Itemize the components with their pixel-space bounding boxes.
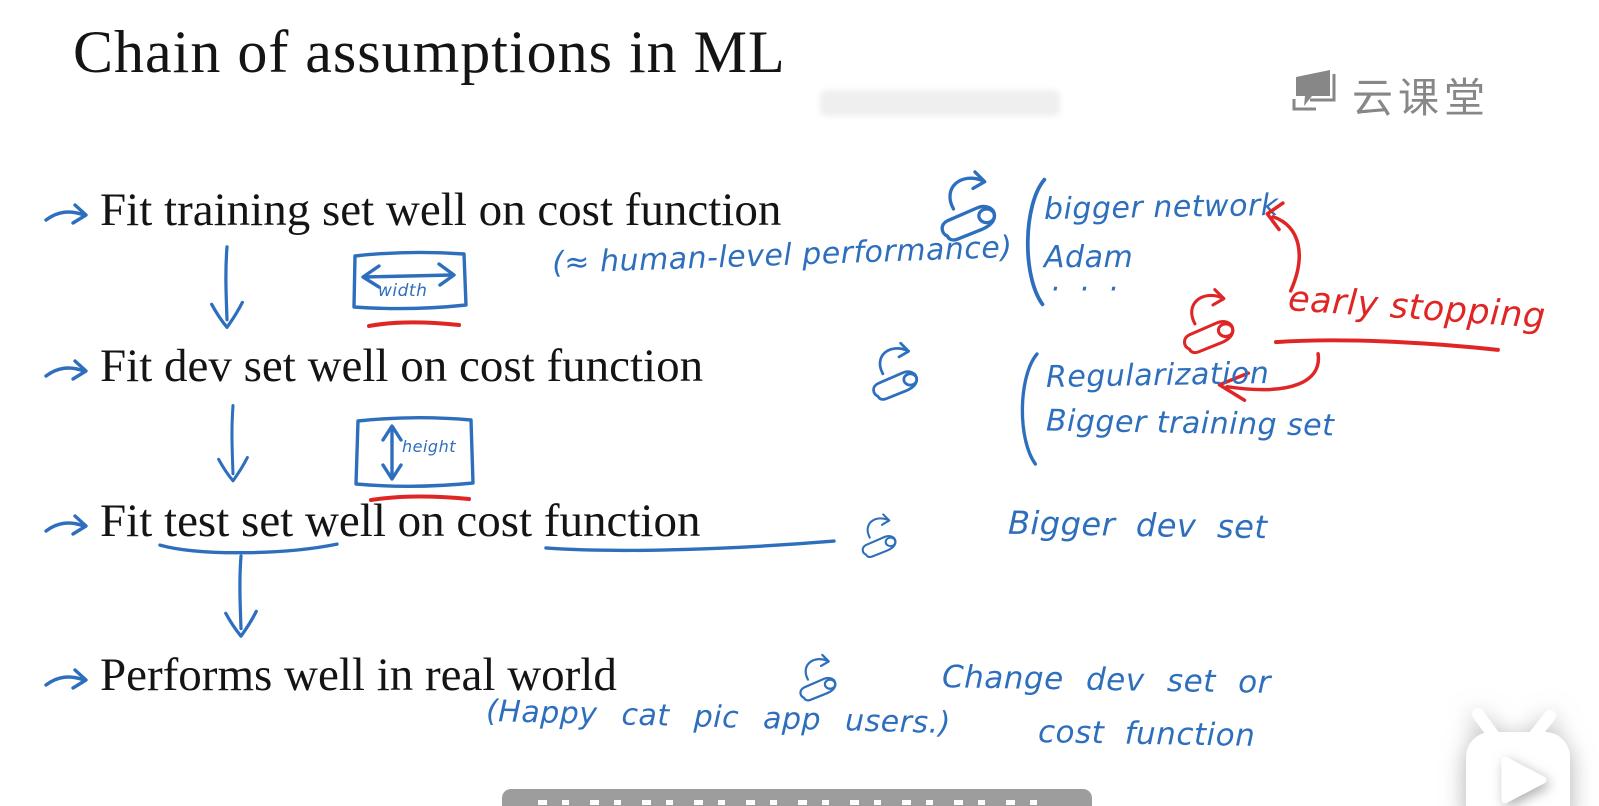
red-underline-width [367,320,461,328]
down-arrow-icon [210,245,244,329]
faded-watermark-smudge [820,90,1060,116]
tuning-knob-icon [799,653,837,702]
red-underline-height [369,494,471,502]
watermark-text: 云课堂 [1352,74,1490,122]
note-regularization: Regularization [1045,356,1270,395]
chain-item-test: Fit test set well on cost function [100,495,701,547]
red-curved-arrow-left-icon [1217,352,1321,402]
note-change-dev-set: Change dev set or [941,659,1272,701]
right-arrow-icon [44,514,88,536]
down-arrow-icon [217,404,249,483]
height-box-outline-icon [354,416,475,488]
red-curved-arrow-up-icon [1265,201,1301,293]
yunketang-logo-icon [1292,70,1336,111]
width-label: width [378,281,428,301]
page-title: Chain of assumptions in ML [73,19,786,85]
watermark: 云课堂 [1286,64,1490,124]
height-label: height [402,437,456,456]
chain-item-real-world: Performs well in real world [100,649,617,701]
red-underline-early-stopping [1273,338,1500,352]
chain-item-train: Fit training set well on cost function [100,184,782,236]
tv-play-icon[interactable] [1442,698,1598,806]
note-change-cost-function: cost function [1037,714,1256,754]
height-box-sketch: height [350,413,478,491]
tuning-knob-icon [861,513,897,559]
right-arrow-icon [44,203,88,225]
bracket-icon [1020,352,1039,466]
chain-item-dev: Fit dev set well on cost function [100,340,704,392]
note-bigger-dev-set: Bigger dev set [1007,503,1268,547]
width-box-outline-icon [352,250,468,311]
blue-underline-test-set [158,542,339,555]
play-triangle-icon [1501,756,1547,804]
down-arrow-icon [224,554,258,638]
width-box-sketch: width [348,247,470,313]
note-happy-users: (Happy cat pic app users.) [485,693,952,742]
blue-underline-cost-function [544,539,836,553]
subtitle-bar [502,789,1092,806]
right-arrow-icon [44,668,88,690]
note-ellipsis: · · · [1050,272,1123,307]
tuning-knob-icon [872,341,919,401]
note-bigger-training-set: Bigger training set [1045,403,1335,444]
note-adam: Adam [1044,240,1134,275]
right-arrow-icon [44,359,88,381]
human-level-note: (≈ human-level performance) [551,229,1014,282]
early-stopping-note: early stopping [1286,279,1547,337]
